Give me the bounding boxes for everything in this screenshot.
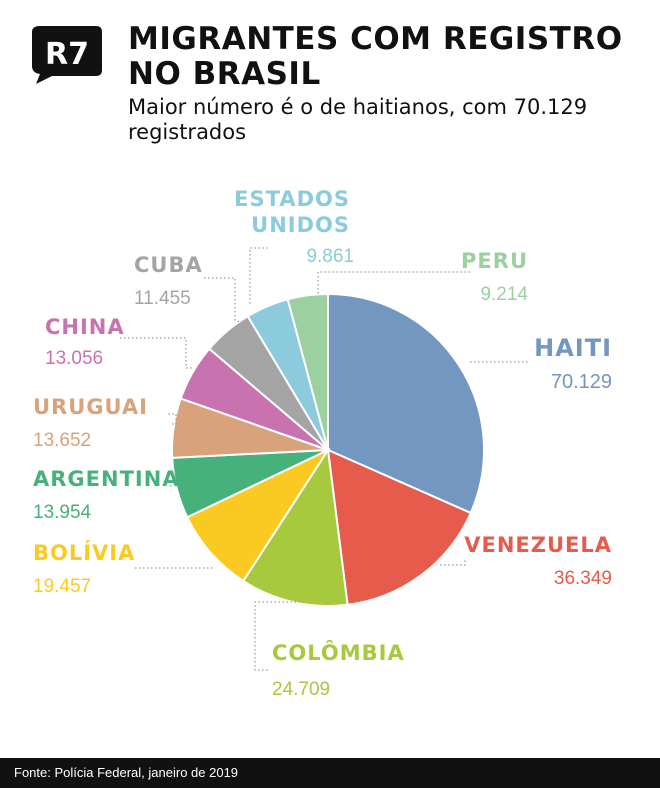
slice-value-china: 13.056 (45, 348, 103, 369)
page-title: MIGRANTES COM REGISTRO NO BRASIL (128, 21, 623, 92)
r7-logo: R7 (30, 24, 104, 84)
slice-value-argentina: 13.954 (33, 502, 92, 523)
pie-slice-bol-via (185, 447, 331, 583)
slice-label-estados-unidos: UNIDOS (251, 213, 350, 237)
pie-slice-col-mbia (241, 447, 349, 608)
pie-slice-peru (286, 292, 329, 451)
leader-line-china (120, 337, 192, 369)
leader-line-peru (317, 271, 470, 296)
page-subtitle: Maior número é o de haitianos, com 70.12… (128, 95, 588, 144)
slice-value-uruguai: 13.652 (33, 430, 91, 451)
slice-label-peru: PERU (461, 249, 528, 273)
slice-value-estados-unidos: 9.861 (306, 246, 354, 267)
pie-slice-venezuela (326, 448, 473, 606)
slice-label-china: CHINA (45, 315, 125, 339)
slice-value-bol-via: 19.457 (33, 576, 91, 597)
leader-line-uruguai (168, 413, 177, 425)
r7-logo-text: R7 (45, 37, 89, 72)
r7-logo-mark: R7 (32, 26, 102, 84)
slice-label-bol-via: BOLÍVIA (33, 540, 135, 565)
slice-label-estados-unidos: ESTADOS (234, 187, 350, 211)
slice-label-uruguai: URUGUAI (33, 395, 148, 419)
slice-label-venezuela: VENEZUELA (464, 533, 612, 557)
leader-line-venezuela (440, 560, 466, 566)
slice-label-argentina: ARGENTINA (33, 467, 180, 491)
pie-slice-haiti (327, 292, 485, 515)
slice-label-cuba: CUBA (134, 253, 203, 277)
slice-value-haiti: 70.129 (551, 371, 612, 393)
slice-value-cuba: 11.455 (134, 288, 191, 309)
slice-label-col-mbia: COLÔMBIA (272, 640, 405, 665)
source-footer: Fonte: Polícia Federal, janeiro de 2019 (0, 758, 660, 788)
leader-line-estados-unidos (249, 247, 268, 305)
slice-value-col-mbia: 24.709 (272, 679, 330, 700)
slice-value-venezuela: 36.349 (554, 568, 612, 589)
slice-label-haiti: HAITI (534, 334, 612, 362)
slice-value-peru: 9.214 (480, 284, 528, 305)
leader-line-cuba (204, 277, 241, 323)
